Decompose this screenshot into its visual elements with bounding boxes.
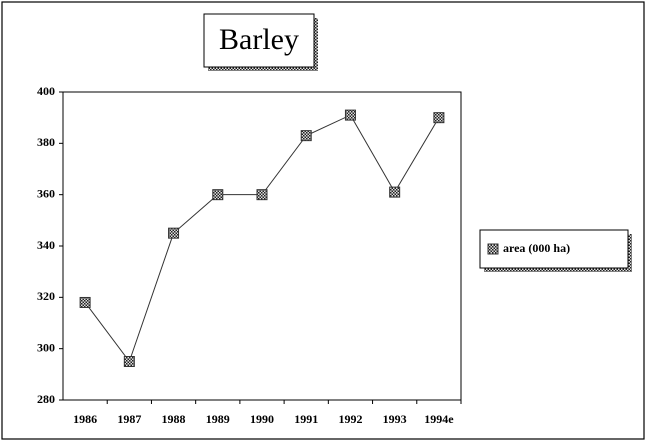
x-tick-label: 1989 [206, 412, 230, 426]
x-tick-label: 1990 [250, 412, 274, 426]
legend-marker [487, 243, 499, 255]
y-tick-label: 280 [37, 392, 55, 406]
point [433, 112, 445, 124]
x-tick-label: 1993 [383, 412, 407, 426]
point [123, 356, 135, 367]
y-tick-label: 340 [37, 238, 55, 252]
point [212, 189, 224, 201]
y-tick-label: 400 [37, 84, 55, 98]
x-tick-label: 1994e [424, 412, 454, 426]
point [300, 130, 312, 142]
y-tick-label: 360 [37, 186, 55, 200]
point [256, 189, 268, 201]
y-tick-label: 380 [37, 135, 55, 149]
chart-title: Barley [219, 23, 299, 56]
x-tick-label: 1986 [73, 412, 97, 426]
point [79, 296, 91, 308]
x-tick-label: 1988 [162, 412, 186, 426]
y-tick-label: 300 [37, 340, 55, 354]
x-tick-label: 1991 [294, 412, 318, 426]
legend-box [479, 229, 629, 269]
y-tick-label: 320 [37, 289, 55, 303]
title-box [203, 13, 315, 68]
point [389, 186, 401, 198]
point [168, 227, 180, 239]
x-tick-label: 1987 [117, 412, 141, 426]
legend-label: area (000 ha) [503, 241, 570, 255]
point [344, 109, 356, 121]
x-tick-label: 1992 [338, 412, 362, 426]
